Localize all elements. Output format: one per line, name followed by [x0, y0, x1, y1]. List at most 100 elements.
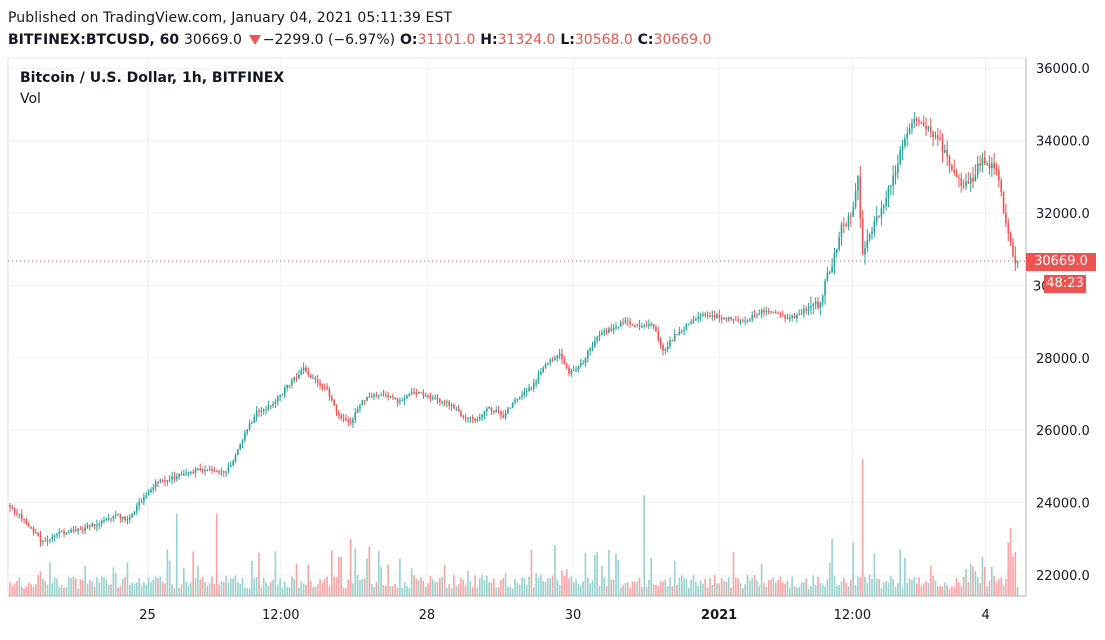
chart-title[interactable]: Bitcoin / U.S. Dollar, 1h, BITFINEX: [20, 70, 285, 86]
candle-body: [678, 331, 681, 335]
candle-body: [485, 408, 488, 412]
candle-body: [25, 519, 28, 524]
volume-bar: [387, 564, 389, 596]
volume-bar: [897, 583, 899, 596]
volume-bar: [30, 584, 32, 596]
candle-body: [417, 392, 420, 395]
candle-body: [850, 215, 852, 217]
volume-bar: [532, 587, 535, 596]
candle-body: [44, 540, 47, 542]
volume-bar: [864, 576, 866, 596]
volume-bar: [730, 587, 732, 596]
volume-bar: [692, 575, 695, 596]
candle-body: [345, 418, 347, 421]
volume-bar: [955, 578, 958, 596]
candle-body: [854, 190, 857, 208]
candle-body: [138, 502, 141, 506]
volume-bar: [413, 575, 415, 596]
candle-body: [673, 334, 676, 341]
volume-bar: [124, 576, 126, 596]
candle-body: [936, 135, 939, 139]
candle-body: [302, 367, 305, 371]
candle-body: [361, 400, 364, 406]
candle-body: [464, 417, 467, 419]
volume-bar: [222, 581, 225, 596]
candle-body: [382, 394, 385, 396]
candle-body: [507, 408, 509, 413]
volume-bar: [321, 582, 324, 596]
candle-body: [453, 404, 455, 409]
volume-bar: [227, 582, 230, 596]
volume-bar: [476, 587, 479, 596]
candle-body: [443, 401, 446, 403]
volume-bar: [469, 581, 472, 596]
volume-bar: [706, 587, 709, 596]
candle-body: [173, 476, 176, 479]
chart-header: Published on TradingView.com, January 04…: [8, 7, 1098, 51]
x-tick-label: 25: [139, 608, 156, 623]
candle-body: [791, 315, 793, 318]
candle-body: [117, 514, 119, 516]
volume-bar: [650, 557, 653, 596]
volume-legend[interactable]: Vol: [20, 91, 41, 107]
volume-bar: [89, 580, 91, 596]
candle-body: [899, 150, 902, 165]
volume-bar: [180, 584, 183, 596]
candle-body: [781, 314, 784, 316]
volume-bar: [225, 575, 227, 596]
candle-body: [821, 295, 824, 303]
volume-bar: [453, 575, 455, 596]
volume-bar: [528, 576, 530, 596]
candle-body: [998, 170, 1000, 181]
candle-body: [262, 409, 265, 411]
volume-bar: [577, 583, 580, 596]
volume-bar: [1005, 579, 1007, 596]
candle-body: [495, 410, 498, 413]
candle-body: [511, 402, 514, 408]
volume-bar: [525, 585, 528, 596]
candle-body: [246, 429, 249, 434]
candle-body: [265, 409, 267, 411]
volume-bar: [516, 582, 519, 596]
candle-body: [744, 320, 747, 322]
volume-bar: [159, 576, 162, 596]
volume-bar: [13, 583, 16, 596]
candle-body: [540, 371, 542, 375]
volume-bar: [615, 553, 617, 596]
volume-bar: [612, 579, 615, 596]
volume-bar: [77, 588, 79, 596]
candle-body: [276, 396, 279, 402]
candle-body: [460, 411, 462, 417]
volume-bar: [138, 578, 141, 596]
candle-body: [704, 314, 707, 316]
candle-body: [126, 519, 129, 521]
candle-body: [143, 496, 145, 502]
volume-bar: [946, 585, 949, 596]
candle-body: [39, 535, 42, 542]
candle-body: [575, 369, 577, 371]
volume-bar: [944, 582, 946, 596]
candle-body: [796, 315, 798, 319]
candle-body: [56, 533, 58, 536]
candle-body: [309, 374, 312, 378]
volume-bar: [382, 585, 385, 596]
candle-body: [497, 410, 500, 412]
volume-bar: [237, 582, 239, 596]
volume-bar: [39, 571, 42, 596]
candle-body: [114, 514, 117, 516]
candle-body: [91, 523, 94, 527]
candle-body: [734, 319, 737, 321]
candle-body: [429, 396, 432, 399]
volume-bar: [166, 549, 169, 596]
candle-body: [112, 515, 115, 519]
volume-bar: [338, 556, 340, 596]
candle-body: [389, 396, 392, 398]
volume-bar: [121, 579, 124, 596]
candle-body: [401, 399, 404, 401]
candle-body: [500, 411, 502, 416]
candle-body: [340, 414, 343, 419]
candle-body: [579, 363, 582, 367]
volume-bar: [117, 587, 119, 596]
volume-bar: [51, 583, 54, 596]
